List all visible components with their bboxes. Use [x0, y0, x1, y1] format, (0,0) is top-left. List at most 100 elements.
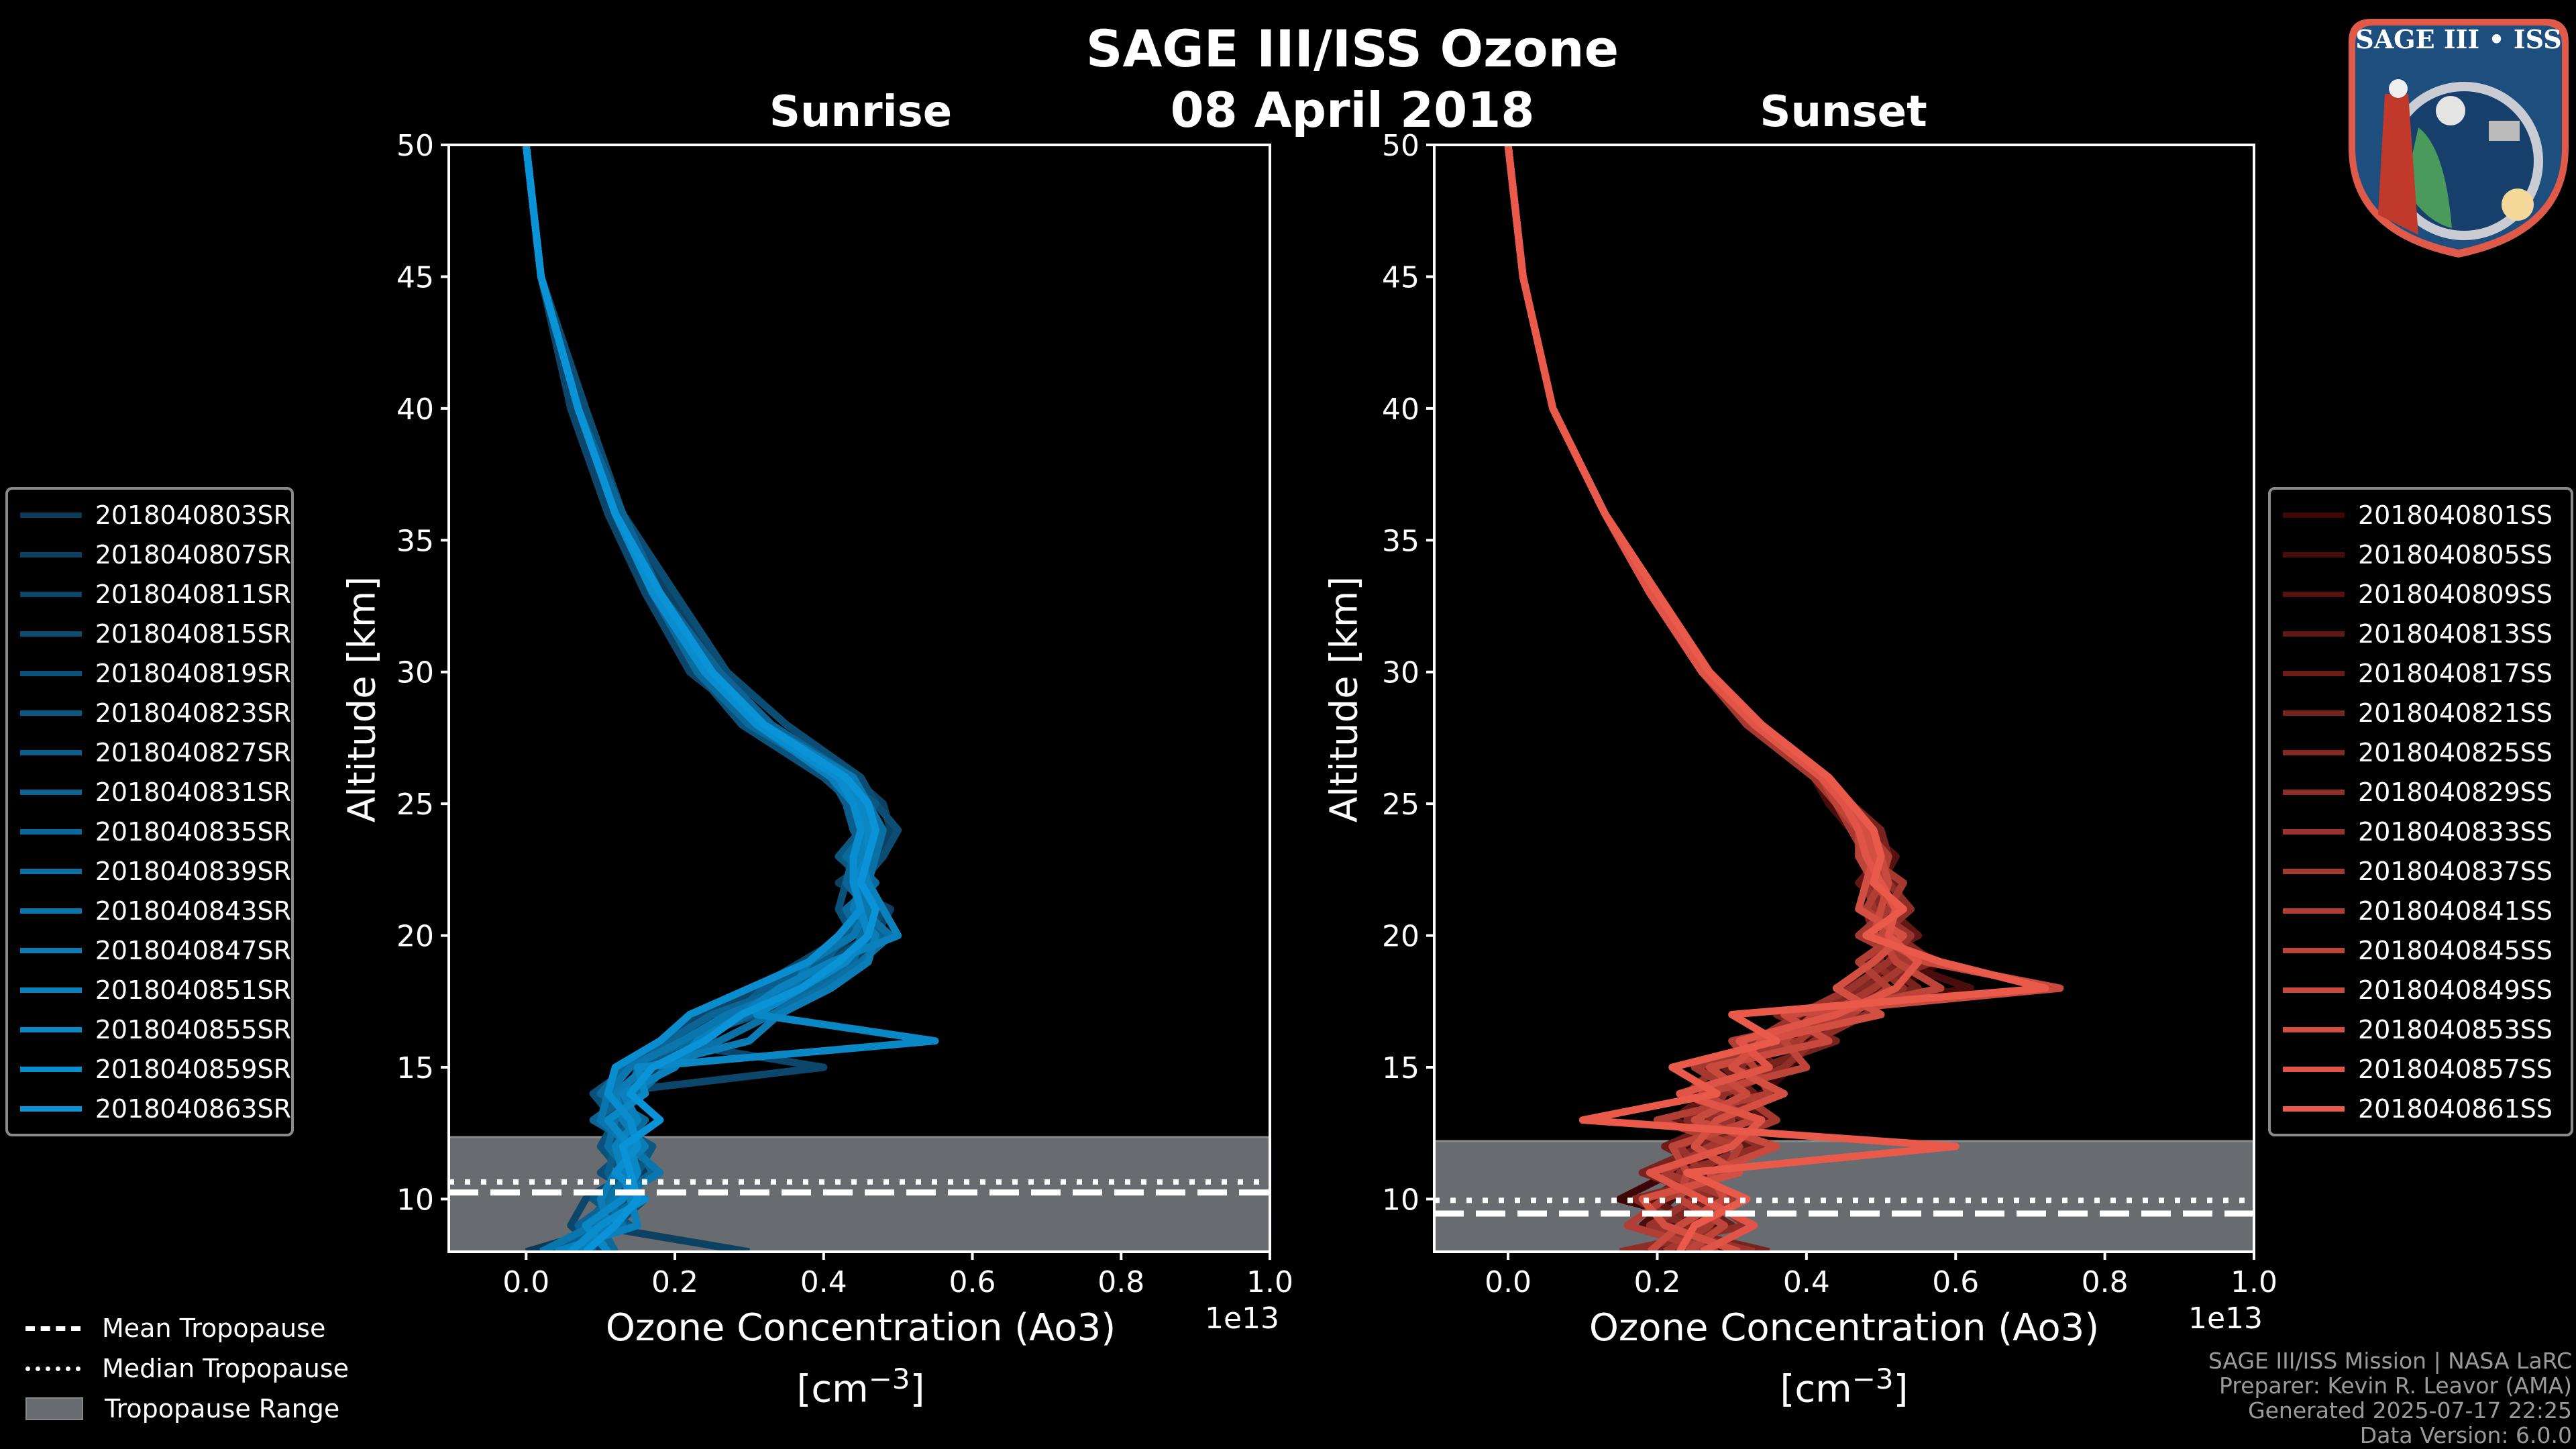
legend-item: 2018040801SS	[2271, 495, 2571, 535]
legend-item: 2018040829SS	[2271, 772, 2571, 812]
y-tick-label: 10	[396, 1183, 434, 1217]
legend-item: 2018040863SR	[8, 1089, 291, 1128]
legend-line-swatch	[20, 749, 82, 755]
profile-line-2018040851SR	[522, 145, 902, 1252]
figure-title: SAGE III/ISS Ozone	[1085, 19, 1619, 78]
legend-line-swatch	[2283, 828, 2345, 835]
legend-line-swatch	[2283, 987, 2345, 993]
legend-item: 2018040831SR	[8, 772, 291, 812]
sunrise-subplot-title: Sunrise	[769, 87, 953, 137]
legend-line-swatch	[2283, 512, 2345, 518]
gray-patch-icon	[25, 1397, 83, 1420]
y-tick-label: 45	[1382, 260, 1419, 294]
sunset-x-axis-label: Ozone Concentration (Ao3) [cm−3]	[1509, 1303, 2180, 1415]
legend-line-swatch	[20, 868, 82, 874]
x-tick-label: 0.6	[1932, 1265, 1979, 1299]
profile-line-2018040863SR	[522, 145, 879, 1252]
unit-text: [cm	[796, 1367, 869, 1411]
legend-mean-tropopause: Mean Tropopause	[25, 1308, 349, 1348]
legend-item: 2018040819SR	[8, 653, 291, 693]
legend-item: 2018040857SS	[2271, 1049, 2571, 1089]
profile-line-2018040807SR	[522, 145, 895, 1252]
legend-label: 2018040835SR	[95, 816, 291, 847]
sunrise-x-axis-title: Ozone Concentration (Ao3)	[605, 1306, 1116, 1350]
legend-item: 2018040845SS	[2271, 930, 2571, 970]
x-tick-label: 1.0	[1246, 1265, 1293, 1299]
profile-line-2018040827SR	[522, 145, 879, 1252]
legend-line-swatch	[2283, 868, 2345, 874]
legend-label: 2018040801SS	[2358, 500, 2553, 530]
sunset-plot-area	[1434, 145, 2254, 1252]
legend-line-swatch	[2283, 1026, 2345, 1032]
sunset-y-axis-label: Altitude [km]	[1322, 576, 1366, 823]
legend-item: 2018040821SS	[2271, 693, 2571, 733]
legend-item: 2018040839SR	[8, 851, 291, 891]
legend-label: Median Tropopause	[102, 1354, 349, 1383]
sunrise-y-axis-label: Altitude [km]	[340, 576, 384, 823]
x-tick-label: 0.2	[1633, 1265, 1680, 1299]
legend-item: 2018040843SR	[8, 891, 291, 930]
legend-label: 2018040825SS	[2358, 737, 2553, 767]
profile-line-2018040861SS	[1504, 145, 2049, 1252]
legend-label: 2018040841SS	[2358, 896, 2553, 926]
legend-item: 2018040849SS	[2271, 970, 2571, 1010]
y-tick-label: 35	[396, 524, 434, 558]
legend-line-swatch	[2283, 1066, 2345, 1072]
y-tick-label: 25	[396, 788, 434, 822]
legend-item: 2018040837SS	[2271, 851, 2571, 891]
legend-label: 2018040813SS	[2358, 619, 2553, 649]
legend-label: 2018040819SR	[95, 658, 291, 688]
tropopause-legend: Mean Tropopause Median Tropopause Tropop…	[25, 1308, 349, 1429]
sunrise-x-scale-label: 1e13	[1205, 1301, 1280, 1336]
legend-label: 2018040817SS	[2358, 658, 2553, 688]
x-tick-label: 1.0	[2231, 1265, 2277, 1299]
profile-line-2018040815SR	[522, 145, 902, 1252]
legend-item: 2018040827SR	[8, 733, 291, 772]
profile-line-2018040839SR	[522, 145, 895, 1252]
legend-label: 2018040855SR	[95, 1014, 291, 1044]
profile-line-2018040859SR	[522, 145, 865, 1252]
footer-generated: Generated 2025-07-17 22:25	[2248, 1397, 2572, 1424]
x-tick-label: 0.4	[800, 1265, 847, 1299]
y-tick-label: 30	[1382, 656, 1419, 690]
unit-close: ]	[910, 1367, 925, 1411]
y-tick-label: 30	[396, 656, 434, 690]
y-tick-label: 20	[396, 920, 434, 954]
legend-line-swatch	[20, 591, 82, 597]
legend-line-swatch	[2283, 749, 2345, 755]
legend-label: 2018040857SS	[2358, 1054, 2553, 1084]
unit-text: [cm	[1780, 1367, 1852, 1411]
profile-line-2018040803SR	[522, 145, 879, 1252]
legend-label: 2018040821SS	[2358, 698, 2553, 728]
legend-line-swatch	[20, 789, 82, 795]
legend-line-swatch	[2283, 551, 2345, 557]
profile-line-2018040847SR	[522, 145, 879, 1252]
profile-line-2018040835SR	[522, 145, 879, 1252]
y-tick-label: 50	[396, 129, 434, 163]
sunrise-legend: 2018040803SR 2018040807SR 2018040811SR 2018…	[5, 487, 294, 1136]
legend-item: 2018040847SR	[8, 930, 291, 970]
legend-label: 2018040849SS	[2358, 975, 2553, 1005]
y-tick-label: 15	[1382, 1051, 1419, 1085]
legend-label: Tropopause Range	[105, 1394, 340, 1424]
legend-label: 2018040863SR	[95, 1093, 291, 1124]
legend-line-swatch	[20, 987, 82, 993]
legend-item: 2018040809SS	[2271, 574, 2571, 614]
figure-date: 08 April 2018	[1170, 82, 1535, 138]
legend-line-swatch	[20, 631, 82, 637]
sunset-legend: 2018040801SS 2018040805SS 2018040809SS 2018…	[2268, 487, 2573, 1136]
profile-line-2018040811SR	[522, 145, 872, 1252]
legend-label: 2018040809SS	[2358, 579, 2553, 609]
x-tick-label: 0.0	[1485, 1265, 1532, 1299]
legend-line-swatch	[20, 1106, 82, 1112]
legend-label: 2018040829SS	[2358, 777, 2553, 807]
legend-label: 2018040851SR	[95, 975, 291, 1005]
legend-label: 2018040839SR	[95, 856, 291, 886]
legend-item: 2018040835SR	[8, 812, 291, 851]
x-tick-label: 0.4	[1783, 1265, 1830, 1299]
legend-item: 2018040803SR	[8, 495, 291, 535]
unit-close: ]	[1893, 1367, 1909, 1411]
legend-item: 2018040833SS	[2271, 812, 2571, 851]
sunset-x-axis-title: Ozone Concentration (Ao3)	[1589, 1306, 2100, 1350]
